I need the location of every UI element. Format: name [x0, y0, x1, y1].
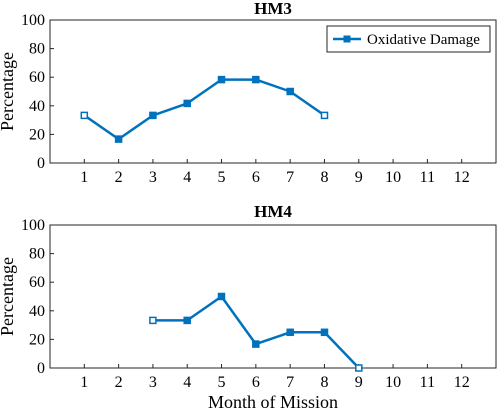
- x-axis-ticks: 1 2 3 4 5 6 7 8 9 10 11 12: [80, 364, 470, 391]
- x-tick-label: 9: [355, 169, 363, 186]
- plot-area-frame: [49, 19, 497, 164]
- x-tick-label: 9: [355, 374, 363, 391]
- data-point-marker: [217, 75, 226, 84]
- x-axis-ticks: 1 2 3 4 5 6 7 8 9 10 11 12: [80, 159, 470, 186]
- x-tick-label: 12: [454, 374, 470, 391]
- data-point-marker: [320, 111, 329, 120]
- x-tick-label: 1: [80, 169, 88, 186]
- y-axis-ticks: 0 20 40 60 80 100: [21, 12, 54, 172]
- x-tick-label: 10: [385, 169, 401, 186]
- panel-title: HM4: [254, 202, 292, 221]
- x-tick-label: 11: [420, 374, 435, 391]
- x-tick-label: 4: [183, 169, 191, 186]
- x-tick-label: 6: [252, 374, 260, 391]
- x-tick-label: 3: [149, 374, 157, 391]
- y-tick-label: 20: [29, 126, 45, 143]
- y-axis-label: Percentage: [0, 257, 17, 336]
- data-point-marker: [252, 75, 260, 84]
- x-tick-label: 7: [286, 374, 294, 391]
- data-point-marker: [355, 364, 363, 372]
- data-point-marker: [80, 111, 89, 120]
- series-line: [83, 78, 326, 141]
- y-tick-label: 100: [21, 217, 45, 234]
- y-tick-label: 20: [29, 331, 45, 348]
- y-tick-label: 0: [37, 360, 45, 377]
- y-axis-label: Percentage: [0, 52, 17, 131]
- x-tick-label: 6: [252, 169, 260, 186]
- x-tick-label: 12: [454, 169, 470, 186]
- x-tick-label: 8: [320, 169, 328, 186]
- data-point-marker: [149, 111, 157, 120]
- data-point-marker: [320, 328, 329, 337]
- y-axis-ticks: 0 20 40 60 80 100: [21, 217, 54, 377]
- plot-area-frame: [49, 224, 497, 369]
- y-tick-label: 80: [29, 246, 45, 263]
- y-tick-label: 60: [29, 274, 45, 291]
- x-tick-label: 1: [80, 374, 88, 391]
- y-tick-label: 100: [21, 12, 45, 29]
- panel-title: HM3: [254, 0, 292, 18]
- series-oxidative-damage: [80, 75, 329, 143]
- x-tick-label: 8: [320, 374, 328, 391]
- data-point-marker: [286, 328, 294, 337]
- x-tick-label: 2: [115, 169, 123, 186]
- x-tick-label: 2: [115, 374, 123, 391]
- y-tick-label: 80: [29, 41, 45, 58]
- legend-marker-swatch: [343, 35, 351, 43]
- data-point-marker: [183, 316, 191, 325]
- data-point-marker: [149, 316, 157, 325]
- x-axis-label: Month of Mission: [208, 392, 338, 412]
- x-tick-label: 11: [420, 169, 435, 186]
- series-hm4: [149, 292, 363, 372]
- data-point-marker: [252, 340, 260, 348]
- y-tick-label: 40: [29, 303, 45, 320]
- x-tick-label: 5: [218, 169, 226, 186]
- legend-entry-label: Oxidative Damage: [367, 32, 480, 48]
- x-tick-label: 10: [385, 374, 401, 391]
- x-tick-label: 3: [149, 169, 157, 186]
- data-point-marker: [217, 292, 226, 301]
- data-point-marker: [114, 135, 123, 143]
- x-tick-label: 4: [183, 374, 191, 391]
- data-point-marker: [183, 99, 191, 108]
- y-tick-label: 60: [29, 69, 45, 86]
- x-tick-label: 5: [218, 374, 226, 391]
- x-tick-label: 7: [286, 169, 294, 186]
- y-tick-label: 0: [37, 155, 45, 172]
- data-point-marker: [286, 87, 294, 96]
- y-tick-label: 40: [29, 98, 45, 115]
- legend: Oxidative Damage: [326, 25, 491, 53]
